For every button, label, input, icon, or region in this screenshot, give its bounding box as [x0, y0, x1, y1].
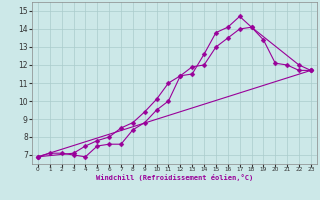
X-axis label: Windchill (Refroidissement éolien,°C): Windchill (Refroidissement éolien,°C) [96, 174, 253, 181]
